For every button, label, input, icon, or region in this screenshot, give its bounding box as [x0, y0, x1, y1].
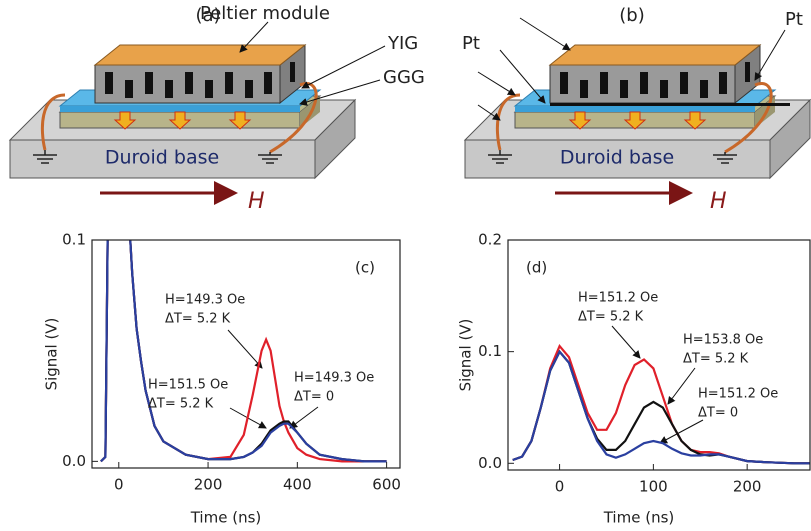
panel-label: (d) — [526, 259, 547, 277]
y-tick-label: 0.0 — [478, 454, 502, 472]
plot-frame — [91, 239, 401, 469]
y-axis-label: Signal (V) — [457, 319, 475, 392]
base-label: Duroid base — [560, 147, 674, 169]
annotation: H=151.5 Oe — [148, 378, 228, 393]
pt-layer — [550, 103, 790, 106]
x-tick-label: 100 — [639, 478, 668, 496]
x-tick-label: 400 — [283, 476, 312, 494]
x-tick-label: 600 — [372, 476, 401, 494]
field-label: H — [248, 189, 265, 214]
pt-label: Pt — [462, 33, 480, 54]
pt-label: Pt — [785, 9, 803, 30]
y-tick-label: 0.0 — [62, 452, 86, 470]
x-tick-label: 0 — [114, 476, 124, 494]
panel-label: (c) — [355, 259, 375, 277]
plot-frame — [507, 239, 811, 471]
series-line — [512, 349, 810, 465]
x-tick-label: 200 — [194, 476, 223, 494]
annotation: H=149.3 Oe — [165, 293, 245, 308]
annotation: H=151.2 Oe — [578, 291, 658, 306]
annotation: H=153.8 Oe — [683, 333, 763, 348]
y-tick-label: 0.1 — [478, 342, 502, 360]
pointer-arrows — [227, 17, 786, 444]
x-tick-label: 0 — [555, 478, 565, 496]
y-tick-label: 0.1 — [62, 231, 86, 249]
annotation: ΔT= 5.2 K — [148, 397, 214, 412]
series-line — [512, 344, 810, 465]
x-axis-label: Time (ns) — [190, 509, 262, 527]
x-axis-label: Time (ns) — [603, 509, 675, 527]
annotation: ΔT= 5.2 K — [165, 312, 231, 327]
annotation: ΔT= 5.2 K — [683, 352, 749, 367]
annotation: ΔT= 0 — [294, 390, 334, 405]
annotation: ΔT= 5.2 K — [578, 310, 644, 325]
annotation: ΔT= 0 — [698, 406, 738, 421]
x-tick-label: 200 — [733, 478, 762, 496]
y-axis-label: Signal (V) — [43, 318, 61, 391]
series-line — [512, 349, 810, 465]
ggg-label: GGG — [383, 67, 425, 88]
peltier-label: Peltier module — [200, 3, 330, 24]
base-label: Duroid base — [105, 147, 219, 169]
yig-label: YIG — [387, 33, 418, 54]
panel-label: (a) — [195, 5, 220, 26]
y-tick-label: 0.2 — [478, 231, 502, 249]
panel-label: (b) — [619, 5, 644, 26]
annotation: H=151.2 Oe — [698, 387, 778, 402]
series-line — [100, 240, 387, 463]
field-label: H — [710, 189, 727, 214]
annotation: H=149.3 Oe — [294, 371, 374, 386]
